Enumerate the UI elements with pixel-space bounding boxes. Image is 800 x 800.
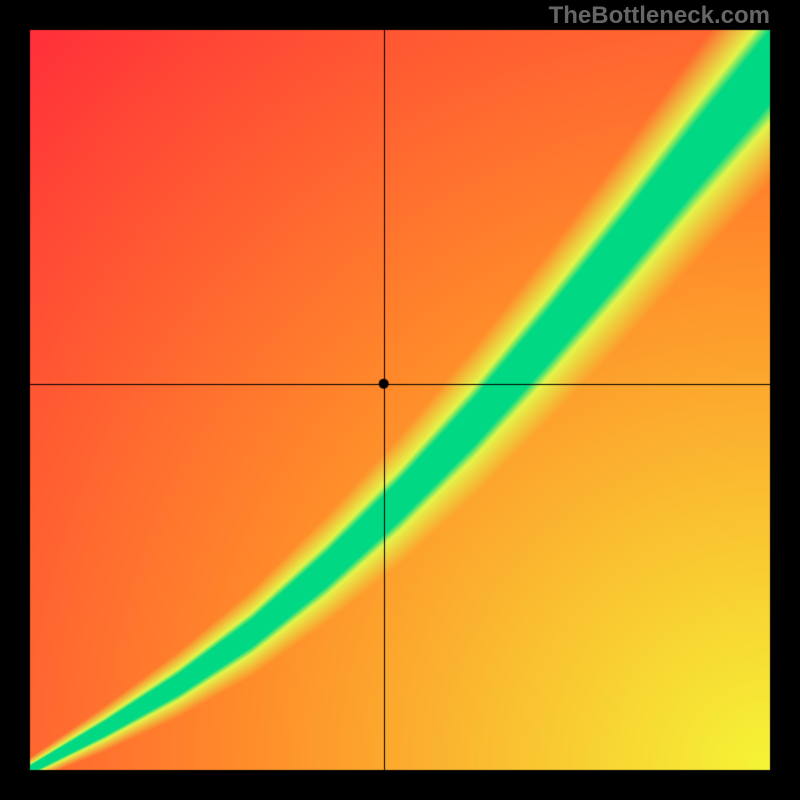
chart-container: TheBottleneck.com xyxy=(0,0,800,800)
heatmap-canvas xyxy=(0,0,800,800)
watermark-text: TheBottleneck.com xyxy=(549,2,770,30)
